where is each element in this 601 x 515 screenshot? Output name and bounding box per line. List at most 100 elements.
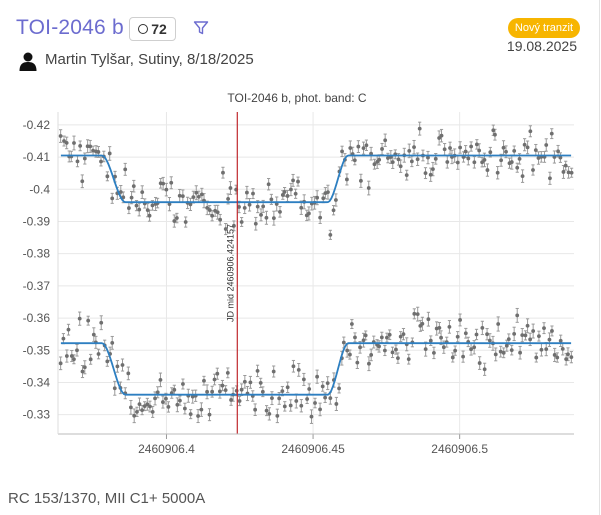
data-point	[150, 203, 155, 208]
data-point	[123, 167, 128, 172]
data-point	[221, 170, 225, 175]
data-point	[223, 227, 228, 231]
y-tick-label: -0.33	[23, 408, 51, 422]
instrument-info: RC 153/1370, MII C1+ 5000A	[8, 490, 206, 507]
data-point	[487, 338, 492, 343]
data-point	[269, 197, 274, 202]
data-point	[417, 126, 422, 131]
data-point	[396, 157, 401, 162]
data-point	[415, 157, 420, 162]
observation-count-badge[interactable]: 72	[129, 17, 176, 41]
data-point	[175, 402, 180, 407]
data-point	[531, 329, 536, 333]
data-point	[161, 181, 166, 186]
funnel-icon[interactable]	[193, 20, 209, 36]
mid-transit-label: JD mid 2460906.424157	[225, 224, 235, 322]
data-point	[285, 385, 290, 390]
data-point	[515, 165, 520, 170]
data-point	[180, 194, 185, 199]
data-point	[237, 399, 242, 403]
data-point	[355, 360, 360, 365]
y-tick-label: -0.39	[23, 214, 51, 228]
data-point	[178, 398, 182, 403]
data-point	[164, 187, 169, 192]
data-point	[426, 317, 431, 322]
data-point	[439, 133, 444, 138]
data-point	[455, 334, 460, 339]
data-point	[167, 202, 172, 207]
data-point	[499, 158, 504, 163]
data-point	[82, 156, 87, 161]
data-point	[509, 348, 514, 353]
data-point	[383, 138, 388, 143]
data-point	[466, 156, 471, 161]
data-point	[412, 311, 417, 316]
data-point	[520, 174, 525, 179]
data-point	[398, 334, 403, 339]
data-point	[169, 180, 174, 185]
data-point	[517, 156, 522, 161]
data-point	[450, 355, 455, 360]
data-point	[251, 191, 255, 196]
data-point	[472, 345, 477, 350]
data-point	[315, 374, 320, 379]
data-point	[132, 413, 137, 418]
data-point	[126, 371, 131, 376]
data-point	[504, 149, 508, 154]
data-point	[282, 189, 287, 194]
data-point	[428, 172, 433, 177]
data-point	[99, 159, 103, 164]
data-point	[469, 144, 474, 149]
data-point	[96, 352, 101, 356]
data-point	[260, 389, 265, 394]
data-point	[349, 322, 354, 326]
data-point	[118, 190, 123, 194]
fit-curve	[60, 154, 572, 204]
chart-title: TOI-2046 b, phot. band: C	[227, 91, 367, 105]
target-title[interactable]: TOI-2046 b	[16, 16, 124, 39]
y-tick-label: -0.38	[23, 247, 51, 261]
data-point	[264, 408, 269, 413]
data-points	[58, 126, 574, 419]
y-tick-label: -0.37	[23, 279, 51, 293]
data-point	[544, 143, 549, 147]
data-point	[366, 186, 371, 190]
data-point	[75, 348, 79, 353]
data-point	[534, 355, 539, 360]
data-point	[549, 131, 554, 136]
data-point	[506, 337, 511, 342]
data-point	[333, 198, 338, 202]
data-point	[177, 193, 182, 198]
data-point	[107, 151, 112, 156]
data-point	[326, 190, 330, 195]
data-point	[363, 333, 368, 338]
data-point	[523, 333, 528, 338]
data-point	[528, 337, 533, 342]
data-point	[453, 348, 458, 353]
data-point	[296, 367, 301, 372]
data-point	[161, 400, 165, 404]
data-point	[356, 144, 361, 149]
data-point	[280, 193, 285, 197]
data-point	[474, 332, 479, 337]
data-point	[174, 216, 179, 220]
data-point	[277, 396, 282, 401]
data-point	[205, 389, 209, 394]
data-point	[199, 407, 204, 412]
data-point	[301, 377, 306, 382]
data-point	[515, 313, 520, 318]
data-point	[488, 150, 493, 155]
data-point	[569, 355, 574, 360]
data-point	[566, 170, 571, 175]
data-point	[223, 388, 228, 392]
data-point	[518, 350, 522, 355]
data-point	[387, 332, 392, 337]
circle-outline-icon	[138, 24, 149, 34]
data-point	[345, 348, 350, 353]
y-tick-label: -0.34	[23, 375, 51, 389]
y-tick-label: -0.42	[23, 118, 51, 132]
data-point	[495, 170, 500, 175]
data-point	[69, 354, 74, 358]
data-point	[320, 384, 325, 389]
data-point	[398, 164, 403, 169]
